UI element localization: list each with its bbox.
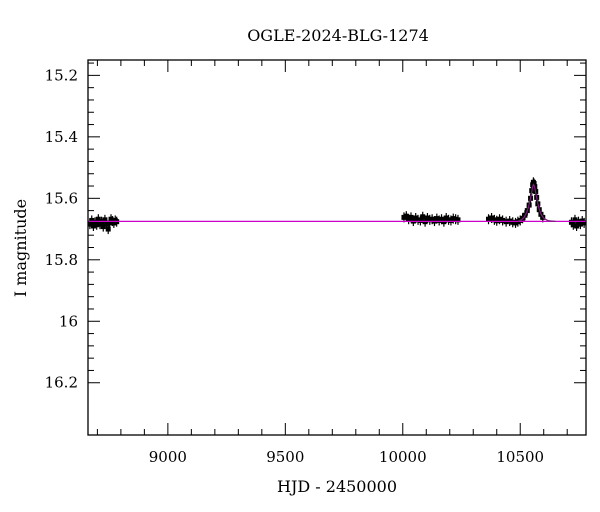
y-tick-label: 15.6 — [45, 189, 78, 207]
point-marker — [95, 216, 101, 222]
chart-title: OGLE-2024-BLG-1274 — [247, 26, 429, 45]
data-point — [455, 214, 461, 225]
point-marker — [574, 223, 580, 229]
x-tick-label: 10000 — [379, 448, 427, 466]
point-marker — [408, 214, 414, 220]
data-point — [510, 217, 516, 228]
point-marker — [577, 221, 583, 227]
plot-area — [88, 177, 586, 235]
data-point — [572, 214, 578, 225]
data-point — [105, 224, 111, 235]
y-tick-label: 15.8 — [45, 251, 78, 269]
point-marker — [572, 217, 578, 223]
x-tick-label: 10500 — [496, 448, 544, 466]
model-curves — [88, 183, 586, 222]
y-tick-label: 16.2 — [45, 374, 78, 392]
point-marker — [90, 223, 96, 229]
point-marker — [570, 222, 576, 228]
point-marker — [107, 220, 113, 226]
point-marker — [403, 213, 409, 219]
plot-frame — [87, 59, 587, 436]
data-point — [497, 214, 503, 225]
data-point — [486, 214, 492, 225]
peak-model-curve — [517, 183, 556, 222]
data-points — [88, 177, 586, 235]
point-marker — [88, 221, 93, 227]
point-marker — [89, 217, 95, 223]
point-marker — [104, 221, 110, 227]
point-marker — [417, 217, 423, 223]
point-marker — [494, 218, 500, 224]
y-axis-label: I magnitude — [11, 199, 30, 297]
x-axis-label: HJD - 2450000 — [277, 477, 397, 496]
data-point — [500, 215, 506, 226]
x-tick-label: 9500 — [266, 448, 304, 466]
point-marker — [486, 216, 492, 222]
point-marker — [510, 219, 516, 225]
point-marker — [102, 217, 108, 223]
point-marker — [94, 222, 100, 228]
point-marker — [420, 214, 426, 220]
point-marker — [489, 215, 495, 221]
x-axis: 9000 9500 10000 10500 — [96, 60, 568, 466]
y-tick-label: 15.4 — [45, 128, 78, 146]
point-marker — [100, 224, 106, 230]
y-tick-label: 15.2 — [45, 66, 78, 84]
data-point — [494, 215, 500, 226]
y-tick-label: 16 — [59, 312, 78, 330]
point-marker — [455, 217, 461, 223]
data-point — [100, 221, 106, 232]
point-marker — [105, 226, 111, 232]
point-marker — [531, 181, 537, 187]
y-axis: 15.2 15.4 15.6 15.8 16 16.2 — [45, 62, 586, 392]
point-marker — [497, 216, 503, 222]
x-tick-label: 9000 — [149, 448, 187, 466]
point-marker — [500, 217, 506, 223]
